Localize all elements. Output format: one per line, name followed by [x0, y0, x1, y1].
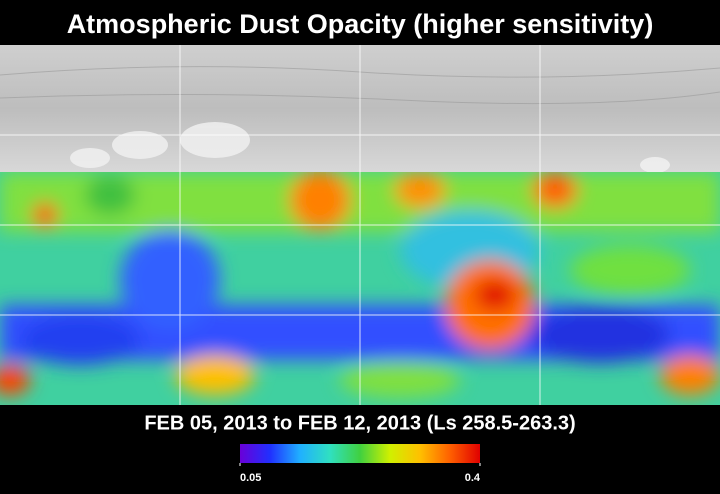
terrain-highlights [70, 122, 670, 173]
title: Atmospheric Dust Opacity (higher sensiti… [67, 9, 654, 39]
colorbar-tick-label: 0.05 [240, 472, 261, 484]
colorbar-tick-label: 0.4 [465, 472, 481, 484]
colorbar [240, 444, 480, 463]
lat-lon-grid [0, 45, 720, 405]
date-range: FEB 05, 2013 to FEB 12, 2013 (Ls 258.5-2… [144, 412, 575, 434]
